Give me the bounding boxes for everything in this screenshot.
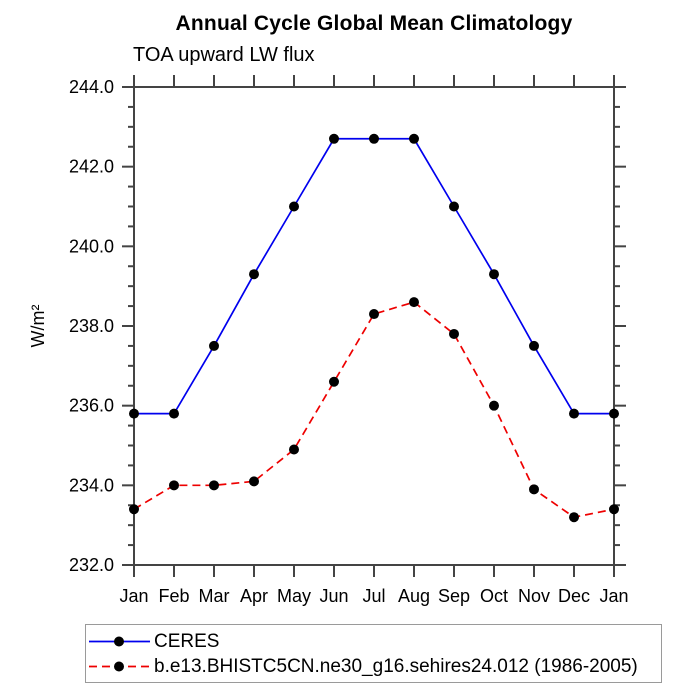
axes: 232.0 234.0 236.0 238.0 240.0 242.0 244.0 Jan Fe… (69, 75, 629, 606)
chart-subtitle: TOA upward LW flux (133, 44, 315, 66)
legend-label-model: b.e13.BHISTC5CN.ne30_g16.sehires24.012 (… (154, 655, 638, 677)
x-tick-label: Jun (319, 586, 348, 606)
data-point-marker (609, 408, 619, 419)
data-point-marker (529, 484, 539, 495)
data-point-marker (609, 504, 619, 515)
data-point-marker (489, 400, 499, 411)
legend-sample-model (89, 661, 150, 671)
x-tick-label: Jan (599, 586, 628, 606)
data-series (129, 133, 619, 523)
legend-marker-dot (114, 661, 124, 671)
data-point-marker (209, 340, 219, 351)
data-point-marker (489, 269, 499, 280)
y-tick-label: 234.0 (69, 475, 114, 495)
data-point-marker (129, 408, 139, 419)
y-tick-label: 232.0 (69, 555, 114, 575)
data-point-marker (169, 408, 179, 419)
y-tick-label: 244.0 (69, 77, 114, 97)
x-tick-label: Mar (199, 586, 230, 606)
legend: CERES b.e13.BHISTC5CN.ne30_g16.sehires24… (85, 624, 662, 683)
x-tick-label: Jan (119, 586, 148, 606)
series-line-0 (134, 137, 614, 415)
y-tick-label: 240.0 (69, 236, 114, 256)
data-point-marker (289, 444, 299, 455)
y-tick-label: 242.0 (69, 157, 114, 177)
data-point-marker (529, 340, 539, 351)
legend-row-model: b.e13.BHISTC5CN.ne30_g16.sehires24.012 (… (86, 654, 661, 679)
data-point-marker (449, 328, 459, 339)
x-tick-label: Sep (438, 586, 470, 606)
chart-title: Annual Cycle Global Mean Climatology (175, 12, 573, 35)
data-point-marker (129, 504, 139, 515)
data-point-marker (249, 269, 259, 280)
x-tick-label: Oct (480, 586, 508, 606)
data-point-marker (569, 512, 579, 523)
x-tick-label: Nov (518, 586, 550, 606)
legend-label-ceres: CERES (154, 630, 220, 652)
legend-row-ceres: CERES (86, 629, 661, 654)
y-tick-label: 238.0 (69, 316, 114, 336)
data-point-marker (409, 297, 419, 308)
y-axis-label: W/m² (28, 305, 48, 348)
plot-frame (133, 86, 615, 566)
x-tick-label: Aug (398, 586, 430, 606)
data-point-marker (329, 376, 339, 387)
series-line-1 (133, 301, 615, 519)
data-point-marker (369, 309, 379, 320)
data-point-marker (569, 408, 579, 419)
data-point-marker (449, 201, 459, 212)
data-point-marker (209, 480, 219, 491)
data-point-marker (409, 133, 419, 144)
data-point-marker (289, 201, 299, 212)
data-point-marker (369, 133, 379, 144)
legend-marker-dot (114, 636, 124, 646)
plot-area: W/m² 232.0 234.0 236.0 238.0 240.0 242.0 244.0… (28, 75, 629, 606)
y-tick-label: 236.0 (69, 396, 114, 416)
data-point-marker (249, 476, 259, 487)
data-point-marker (329, 133, 339, 144)
x-tick-label: May (277, 586, 311, 606)
x-tick-label: Dec (558, 586, 590, 606)
data-point-marker (169, 480, 179, 491)
legend-sample-ceres (89, 636, 150, 646)
x-tick-label: Feb (158, 586, 189, 606)
x-tick-label: Jul (362, 586, 385, 606)
x-tick-label: Apr (240, 586, 268, 606)
